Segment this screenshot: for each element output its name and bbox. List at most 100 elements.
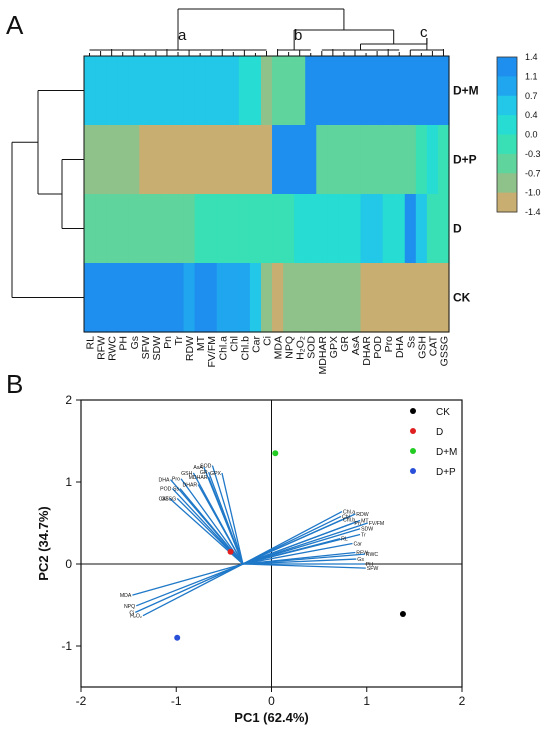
column-label: Pro (383, 336, 395, 353)
loading-label: GSSG (161, 496, 176, 502)
loading-vector (135, 563, 244, 613)
heatmap-cell (360, 125, 373, 195)
heatmap-cell (437, 194, 450, 264)
column-label: NPQ (284, 336, 296, 359)
heatmap-cell (316, 125, 328, 195)
loading-label: GR (200, 470, 208, 476)
loading-label: MDA (120, 593, 132, 599)
heatmap-cell (294, 194, 306, 264)
loading-vector (179, 488, 244, 565)
data-point (174, 634, 181, 641)
loading-label: DHA (159, 478, 170, 484)
legend-label: CK (436, 407, 450, 418)
heatmap-cell (305, 194, 317, 264)
loading-vector (208, 476, 244, 565)
row-label: D (453, 222, 462, 236)
color-scale-frame (496, 56, 518, 213)
heatmap-cell (272, 263, 284, 333)
heatmap-cell (349, 263, 362, 333)
column-label: MT (195, 335, 207, 351)
heatmap-cell (272, 125, 284, 195)
loading-vector (242, 563, 366, 569)
heatmap-cells (84, 56, 450, 333)
loading-label: MT (361, 519, 369, 525)
heatmap-cell (305, 263, 317, 333)
heatmap-cell (139, 125, 151, 195)
heatmap-cell (371, 125, 384, 195)
heatmap-cell (238, 194, 251, 264)
loading-vector (242, 537, 341, 565)
color-scale-legend: 1.4 1.1 0.7 0.4 0.0 -0.3 -0.7 -1.0 -1.4 (496, 52, 541, 217)
color-scale-segment (497, 134, 517, 155)
column-label: POD (372, 336, 384, 359)
column-label: Pn (162, 336, 174, 349)
heatmap-cell (404, 263, 417, 333)
y-tick-label: -1 (61, 639, 72, 653)
heatmap-cell (172, 125, 185, 195)
column-label: Ci (262, 336, 274, 346)
heatmap-cell (95, 125, 107, 195)
heatmap-cell (316, 56, 328, 126)
heatmap-cell (194, 125, 207, 195)
loading-vector (242, 542, 353, 565)
heatmap-cell (150, 56, 163, 126)
column-label: Chl.b (239, 336, 251, 361)
x-tick-label: 0 (268, 694, 275, 708)
heatmap-cell (415, 125, 428, 195)
color-scale-tick-label: -1.0 (525, 188, 541, 198)
heatmap-cell (349, 125, 362, 195)
heatmap-cell (161, 125, 174, 195)
heatmap-cell (260, 194, 273, 264)
heatmap-cell (349, 56, 362, 126)
heatmap-cell (415, 56, 428, 126)
heatmap-cell (84, 125, 96, 195)
heatmap-cell (327, 194, 339, 264)
x-tick-label: -2 (76, 694, 87, 708)
y-tick-label: 2 (65, 393, 72, 407)
loading-label: Chl.a (343, 510, 355, 516)
loading-label: Chl.b (343, 518, 355, 524)
heatmap-cell (437, 263, 450, 333)
heatmap-cell (283, 263, 295, 333)
heatmap-cell (150, 263, 163, 333)
heatmap-cell (106, 56, 118, 126)
heatmap-cell (117, 125, 129, 195)
heatmap-cell (227, 194, 240, 264)
loading-label: Pn (354, 521, 360, 527)
column-label: GPX (328, 336, 340, 358)
heatmap-cell (404, 194, 417, 264)
cluster-label: a (178, 27, 187, 44)
heatmap-cell (216, 56, 229, 126)
column-label: RDW (184, 336, 196, 361)
column-label: SFW (140, 336, 152, 359)
loading-label: H₂O₂ (130, 614, 142, 620)
x-axis-title: PC1 (62.4%) (234, 710, 308, 725)
loading-label: POD (160, 487, 171, 493)
heatmap-cell (338, 263, 351, 333)
heatmap-cell (272, 194, 284, 264)
heatmap-cell (205, 125, 218, 195)
column-label: CAT (427, 335, 439, 356)
loading-vector (142, 563, 244, 617)
heatmap-cell (283, 194, 295, 264)
heatmap-cell (183, 263, 196, 333)
color-scale-tick-label: 0.4 (525, 110, 538, 120)
heatmap-cell (294, 125, 306, 195)
heatmap-cell (382, 194, 395, 264)
data-point (272, 450, 279, 457)
heatmap-cell (183, 56, 196, 126)
panel-label-a: A (6, 10, 24, 40)
column-label: Chl (228, 336, 240, 352)
column-label: Tr (173, 336, 185, 346)
heatmap-cell (161, 263, 174, 333)
heatmap-frame (83, 55, 450, 333)
heatmap-cell (360, 56, 373, 126)
loading-label: RL (341, 537, 348, 543)
color-scale-tick-label: 1.4 (525, 52, 538, 62)
heatmap-cell (216, 194, 229, 264)
legend-label: D (436, 427, 443, 438)
column-label: Gs (129, 336, 141, 349)
cluster-label: b (294, 27, 302, 44)
loading-vector (242, 519, 343, 565)
